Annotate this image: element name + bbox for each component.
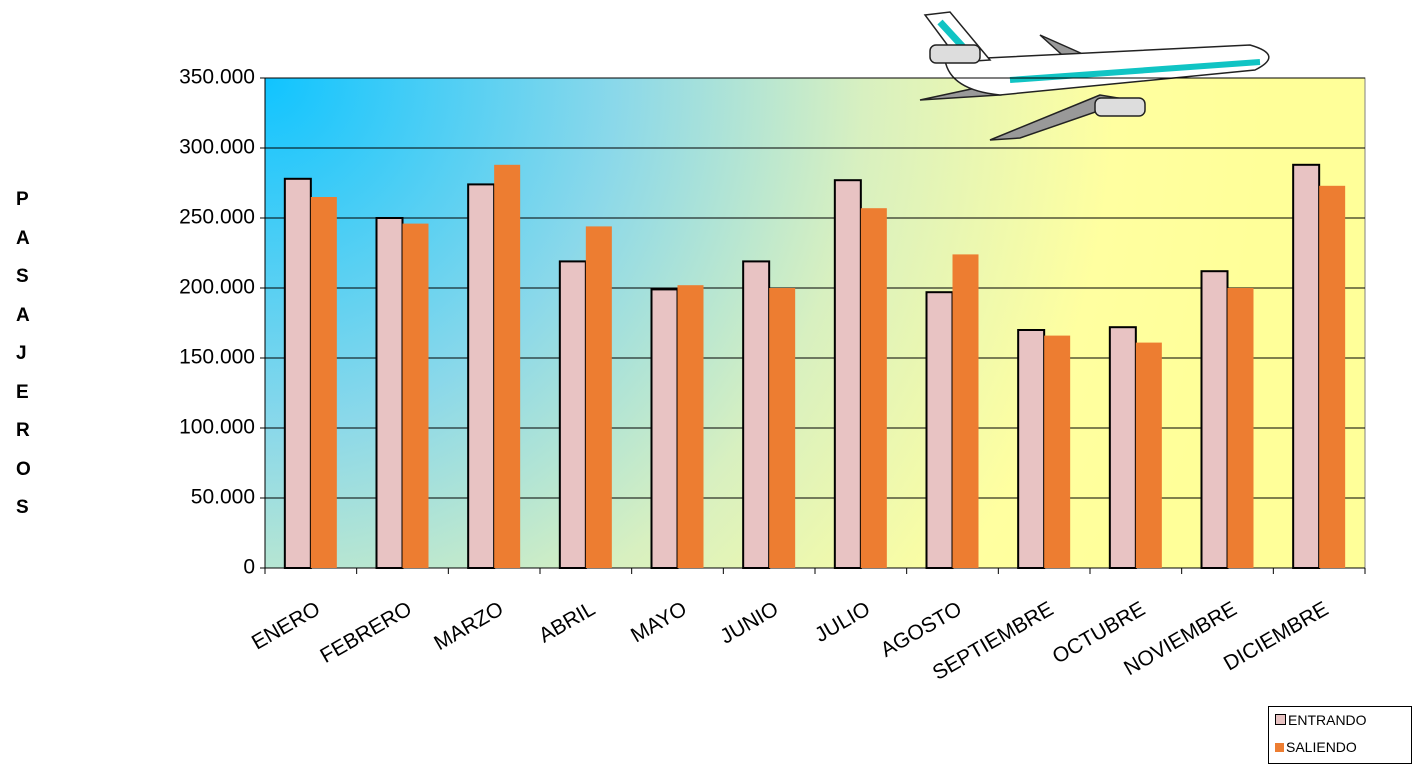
bar — [283, 177, 312, 570]
bar — [1200, 270, 1229, 569]
bar — [952, 254, 979, 568]
bar — [925, 291, 954, 569]
bar — [1227, 288, 1254, 568]
bar — [402, 223, 429, 568]
y-axis-label: PASAJEROS — [16, 189, 31, 518]
x-tick-label: DICIEMBRE — [1220, 597, 1333, 675]
x-tick-label: FEBRERO — [316, 597, 415, 668]
y-tick-label: 250.000 — [179, 206, 255, 229]
legend-item: ENTRANDO — [1275, 712, 1367, 728]
y-tick-label: 150.000 — [179, 346, 255, 369]
bar — [310, 197, 337, 568]
legend-swatch — [1275, 714, 1286, 725]
legend: ENTRANDO SALIENDO — [1268, 706, 1412, 764]
x-tick-label: JUNIO — [716, 597, 782, 648]
bar — [585, 226, 612, 568]
bar — [1017, 329, 1046, 569]
bar — [467, 183, 496, 569]
legend-label: ENTRANDO — [1288, 712, 1367, 728]
y-tick-label: 300.000 — [179, 136, 255, 159]
bar — [558, 260, 587, 569]
plot-area — [264, 77, 1366, 569]
x-tick-label: JULIO — [811, 597, 874, 647]
y-tick-label: 200.000 — [179, 276, 255, 299]
bar — [833, 179, 862, 569]
bar — [650, 288, 679, 569]
bar — [860, 208, 887, 568]
y-tick-label: 350.000 — [179, 66, 255, 89]
legend-swatch — [1275, 743, 1284, 752]
bar — [1319, 185, 1346, 569]
y-tick-label: 50.000 — [191, 486, 255, 509]
airplane-illustration — [919, 11, 1270, 141]
x-tick-label: MARZO — [430, 597, 507, 655]
legend-label: SALIENDO — [1286, 739, 1357, 755]
legend-item: SALIENDO — [1275, 739, 1357, 755]
bar — [677, 285, 704, 568]
y-tick-label: 0 — [243, 556, 255, 579]
bar — [769, 288, 796, 568]
x-tick-label: MAYO — [627, 597, 691, 647]
bar — [494, 164, 521, 569]
bar — [375, 217, 404, 569]
bar — [1044, 335, 1071, 568]
bar — [742, 260, 771, 569]
bar — [1135, 342, 1162, 568]
bar — [1108, 326, 1137, 570]
y-tick-label: 100.000 — [179, 416, 255, 439]
x-tick-label: ENERO — [248, 597, 324, 654]
bar — [1292, 163, 1321, 570]
x-tick-label: ABRIL — [535, 597, 599, 647]
